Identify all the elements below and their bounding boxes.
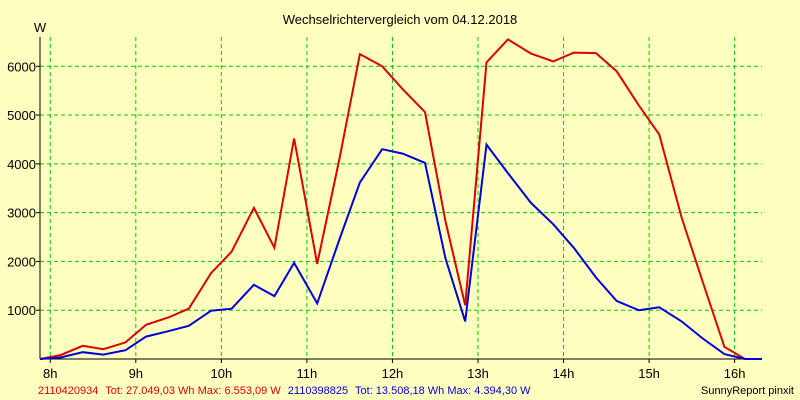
y-tick-label: 5000 [7,108,36,123]
x-tick-label: 15h [638,366,660,381]
x-tick-label: 10h [211,366,233,381]
legend-series-2-text: Tot: 13.508,18 Wh Max: 4.394,30 W [355,385,531,397]
y-tick-label: 4000 [7,157,36,172]
chart-title: Wechselrichtervergleich vom 04.12.2018 [283,12,518,27]
x-tick-label: 8h [43,366,57,381]
series-line-2 [39,142,762,360]
legend-series-1-name: 2110420934 [38,385,98,397]
plot-background [40,37,762,359]
series-line-1 [39,38,762,360]
x-tick-label: 9h [129,366,143,381]
y-tick-label: 2000 [7,254,36,269]
plot-area: 1000 2000 3000 4000 5000 6000 8h 9h 10h 11h 12h 13h… [7,37,762,381]
legend: 2110420934 Tot: 27.049,03 Wh Max: 6.553,… [38,385,531,397]
y-axis-unit-label: W [34,20,47,35]
x-tick-label: 12h [382,366,404,381]
x-tick-label: 11h [297,366,318,381]
x-tick-label: 16h [724,366,746,381]
y-tick-label: 3000 [7,206,36,221]
y-tick-label: 6000 [7,59,36,74]
legend-series-1-text: Tot: 27.049,03 Wh Max: 6.553,09 W [105,385,281,397]
svg-text:2110420934 Tot: 27.049: 2110420934 Tot: 27.049,03 Wh Max: 6.553,… [38,385,531,397]
y-tick-label: 1000 [7,303,36,318]
legend-series-2-name: 2110398825 [288,385,348,397]
footer-credit: SunnyReport pinxit [701,385,794,397]
x-tick-label: 14h [553,366,575,381]
x-tick-label: 13h [467,366,489,381]
